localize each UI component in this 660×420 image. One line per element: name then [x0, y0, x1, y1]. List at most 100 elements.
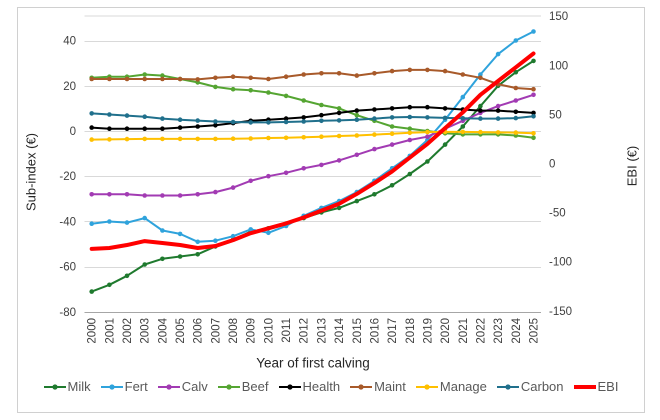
series-marker-carbon: [89, 111, 94, 116]
series-marker-beef: [160, 73, 165, 78]
series-marker-milk: [442, 142, 448, 147]
series-line-maint: [90, 68, 535, 91]
x-tick-label: 2003: [140, 318, 152, 344]
series-marker-beef: [283, 93, 289, 99]
series-marker-health: [425, 104, 430, 110]
series-line-ebi: [89, 51, 536, 251]
y-right-tick-label: 150: [549, 11, 568, 23]
series-marker-milk: [107, 282, 112, 288]
legend-swatch-carbon: [496, 383, 519, 390]
series-marker-carbon: [478, 116, 483, 121]
series-marker-manage: [124, 136, 130, 142]
series-marker-manage: [336, 133, 342, 139]
series-marker-health: [495, 108, 501, 113]
series-marker-health: [407, 104, 413, 110]
series-marker-manage: [354, 133, 360, 138]
x-tick-label: 2011: [281, 318, 293, 343]
series-marker-health: [389, 106, 395, 111]
x-tick-label: 2004: [157, 317, 169, 343]
series-marker-fert: [107, 219, 112, 224]
series-marker-calv: [248, 178, 253, 184]
series-marker-maint: [266, 76, 271, 82]
series-marker-carbon: [248, 120, 253, 125]
series-marker-calv: [495, 103, 501, 109]
y-left-tick-label: -40: [59, 216, 76, 228]
legend-item-ebi: EBI: [573, 379, 618, 394]
series-marker-manage: [160, 136, 165, 142]
y-right-tick-label: 50: [549, 109, 562, 121]
series-marker-carbon: [389, 115, 395, 120]
series-marker-calv: [531, 92, 536, 98]
series-marker-carbon: [319, 118, 324, 124]
series-marker-beef: [407, 126, 413, 131]
series-marker-calv: [513, 98, 519, 103]
y-right-tick-label: -150: [549, 306, 572, 318]
series-marker-beef: [230, 86, 236, 92]
series-marker-manage: [266, 135, 271, 141]
x-tick-label: 2001: [104, 318, 116, 344]
series-marker-manage: [248, 136, 253, 141]
legend-swatch-manage: [415, 383, 438, 390]
y-left-tick-label: -80: [59, 307, 76, 319]
series-marker-carbon: [460, 116, 466, 121]
series-marker-beef: [301, 98, 307, 103]
series-marker-maint: [124, 76, 130, 82]
series-marker-maint: [372, 71, 377, 76]
y-left-tick-label: 0: [70, 126, 76, 138]
series-marker-manage: [89, 137, 94, 142]
series-marker-fert: [89, 221, 94, 226]
series-marker-calv: [266, 173, 271, 179]
x-tick-label: 2006: [193, 318, 205, 344]
series-marker-maint: [442, 68, 448, 74]
series-marker-milk: [89, 289, 94, 294]
series-marker-health: [124, 126, 130, 131]
series-marker-manage: [372, 132, 377, 137]
series-marker-carbon: [177, 117, 183, 122]
series-marker-beef: [336, 106, 342, 111]
legend-swatch-ebi: [573, 384, 596, 389]
series-marker-milk: [389, 183, 395, 188]
series-marker-calv: [407, 137, 413, 143]
series-line-beef: [90, 73, 535, 139]
legend-item-manage: Manage: [415, 379, 487, 394]
y-right-tick-label: -50: [549, 208, 566, 220]
legend-swatch-maint: [350, 383, 373, 390]
series-marker-carbon: [407, 114, 413, 120]
series-marker-calv: [160, 193, 165, 198]
series-marker-manage: [531, 131, 536, 136]
series-marker-fert: [460, 94, 466, 100]
series-marker-health: [160, 126, 165, 131]
series-marker-health: [195, 124, 200, 129]
x-tick-label: 2020: [440, 318, 452, 344]
series-marker-health: [354, 108, 360, 113]
series-marker-milk: [124, 273, 130, 279]
series-marker-maint: [230, 74, 236, 79]
series-marker-calv: [213, 189, 218, 195]
series-marker-manage: [230, 136, 236, 141]
series-marker-manage: [478, 129, 483, 135]
x-tick-label: 2009: [246, 318, 258, 344]
series-marker-fert: [177, 231, 183, 237]
series-marker-fert: [495, 51, 501, 57]
x-tick-label: 2010: [263, 318, 275, 344]
series-marker-maint: [319, 71, 324, 76]
x-tick-label: 2000: [87, 318, 99, 344]
series-marker-health: [319, 112, 324, 118]
x-tick-label: 2008: [228, 318, 240, 344]
series-marker-fert: [248, 227, 253, 232]
legend-item-maint: Maint: [350, 379, 406, 394]
series-marker-fert: [531, 29, 536, 34]
series-marker-milk: [531, 58, 536, 64]
x-tick-label: 2005: [175, 318, 187, 344]
series-marker-calv: [107, 192, 112, 197]
series-marker-beef: [531, 135, 536, 141]
series-marker-health: [107, 126, 112, 131]
series-marker-beef: [213, 84, 218, 90]
series-marker-calv: [195, 192, 200, 197]
series-marker-milk: [160, 256, 165, 262]
series-marker-maint: [301, 72, 307, 77]
series-marker-maint: [425, 67, 430, 73]
series-marker-health: [283, 116, 289, 121]
series-marker-manage: [177, 136, 183, 142]
